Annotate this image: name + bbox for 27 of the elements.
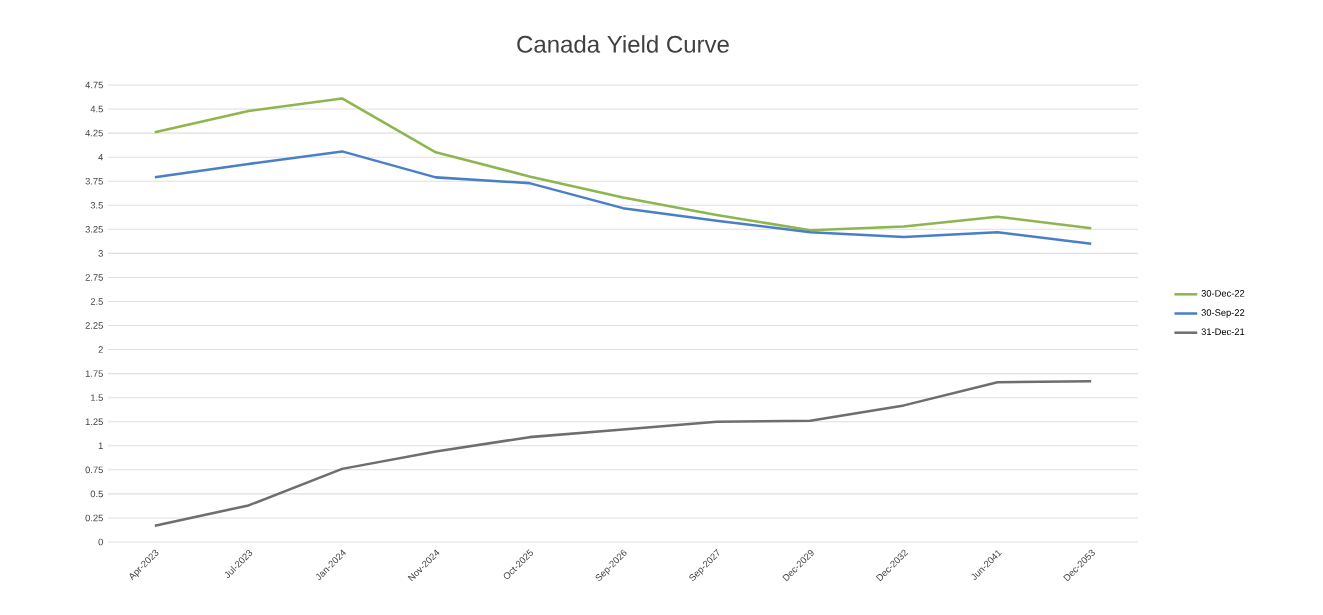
- y-tick-label: 2: [98, 346, 103, 353]
- y-tick-label: 4.25: [85, 129, 103, 137]
- line-series: [153, 150, 1093, 246]
- y-tick-label: 2.75: [85, 274, 103, 281]
- y-tick-label: 0: [98, 538, 103, 546]
- line-series: [153, 97, 1093, 232]
- chart-title: Canada Yield Curve: [517, 35, 729, 53]
- y-tick-label: 1.75: [85, 370, 103, 377]
- y-tick-label: 0.25: [85, 514, 103, 522]
- y-tick-label: 0.75: [85, 466, 103, 474]
- legend-label: 30-Sep-22: [1201, 309, 1245, 318]
- y-tick-label: 3.25: [85, 226, 103, 233]
- y-tick-label: 3.75: [85, 177, 103, 185]
- y-tick-label: 4: [98, 153, 104, 161]
- y-tick-label: 3: [98, 250, 103, 257]
- y-tick-label: 4.75: [85, 81, 103, 89]
- y-tick-label: 3.5: [90, 201, 103, 209]
- y-tick-label: 4.5: [90, 105, 103, 113]
- y-tick-label: 1.25: [85, 418, 103, 426]
- y-tick-label: 2.25: [85, 322, 103, 329]
- legend-label: 31-Dec-21: [1201, 328, 1245, 336]
- y-tick-label: 0.5: [90, 490, 103, 498]
- legend-label: 30-Dec-22: [1201, 290, 1245, 297]
- line-series: [153, 380, 1093, 527]
- y-tick-label: 1: [98, 442, 103, 449]
- y-tick-label: 1.5: [91, 394, 103, 401]
- y-tick-label: 2.5: [90, 298, 103, 305]
